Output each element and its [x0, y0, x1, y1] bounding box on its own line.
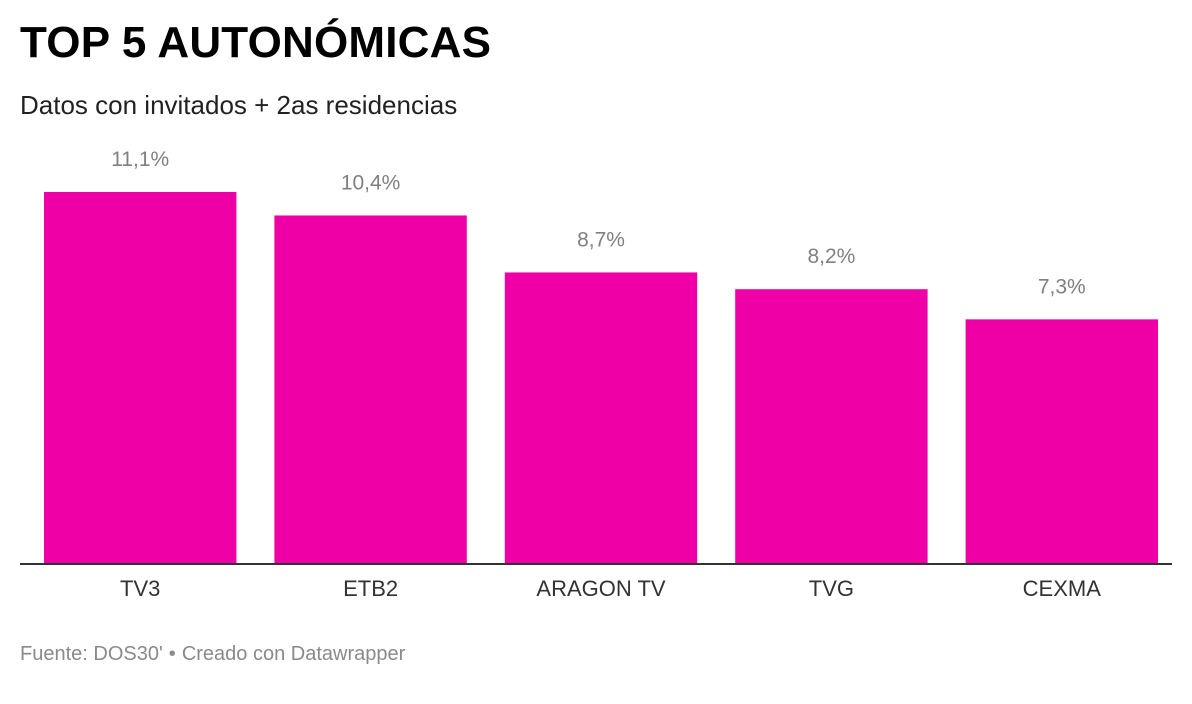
chart-subtitle: Datos con invitados + 2as residencias: [20, 90, 458, 120]
value-label: 10,4%: [341, 171, 401, 194]
footer-separator: •: [168, 643, 176, 665]
value-label: 8,2%: [807, 245, 855, 268]
bar-tv3[interactable]: [44, 192, 237, 564]
value-label: 8,7%: [577, 228, 625, 251]
value-label: 11,1%: [111, 148, 169, 171]
category-label: ARAGON TV: [536, 576, 666, 601]
bar-etb2[interactable]: [274, 215, 467, 564]
category-label: TVG: [809, 576, 854, 601]
bar-aragon-tv[interactable]: [504, 272, 698, 564]
category-label: CEXMA: [1023, 576, 1102, 601]
chart-title: TOP 5 AUTONÓMICAS: [20, 18, 492, 67]
source-note: Fuente: DOS30': [20, 643, 163, 665]
category-label: TV3: [120, 576, 160, 601]
bar-tvg[interactable]: [735, 289, 928, 564]
chart-footer: Fuente: DOS30' • Creado con Datawrapper: [20, 643, 405, 666]
category-label: ETB2: [343, 576, 398, 601]
credit-link[interactable]: Creado con Datawrapper: [181, 643, 406, 665]
bar-cexma[interactable]: [965, 319, 1158, 564]
value-label: 7,3%: [1038, 275, 1086, 298]
